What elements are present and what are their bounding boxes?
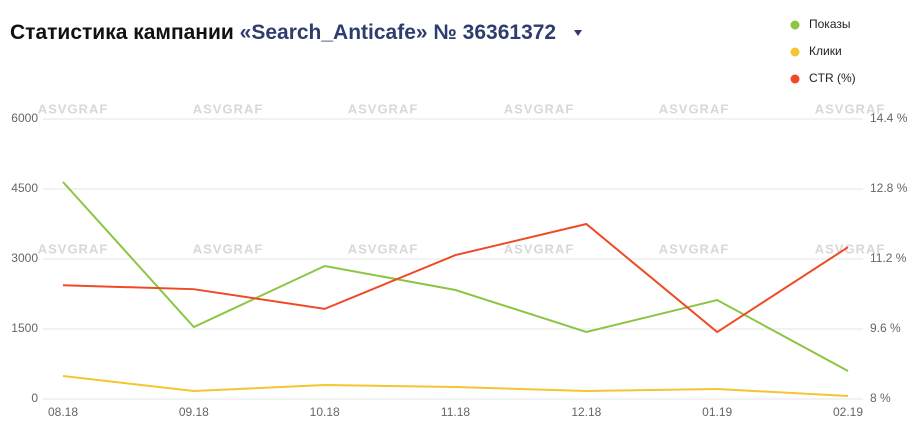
legend-label: CTR (%) bbox=[809, 71, 856, 85]
legend-label: Клики bbox=[809, 44, 842, 58]
dropdown-arrow[interactable] bbox=[574, 30, 582, 36]
chart-title: Статистика кампании «Search_Anticafe» № … bbox=[10, 21, 556, 44]
y2-tick-label: 14.4 % bbox=[870, 111, 908, 125]
chart: Статистика кампании «Search_Anticafe» № … bbox=[0, 0, 920, 440]
series-line bbox=[63, 376, 848, 396]
y-tick-label: 0 bbox=[31, 391, 38, 405]
legend-marker bbox=[791, 48, 800, 57]
watermark: ASVGRAF bbox=[38, 241, 109, 256]
x-tick-label: 11.18 bbox=[441, 405, 470, 419]
legend-label: Показы bbox=[809, 17, 850, 31]
series-line bbox=[63, 224, 848, 332]
legend-marker bbox=[791, 21, 800, 30]
watermark: ASVGRAF bbox=[659, 101, 730, 116]
y2-tick-label: 12.8 % bbox=[870, 181, 908, 195]
x-tick-label: 10.18 bbox=[310, 405, 340, 419]
campaign-name: «Search_Anticafe» № 36361372 bbox=[240, 21, 556, 44]
x-tick-label: 01.19 bbox=[702, 405, 732, 419]
watermark: ASVGRAF bbox=[193, 241, 264, 256]
y2-tick-label: 11.2 % bbox=[870, 251, 907, 265]
watermark: ASVGRAF bbox=[193, 101, 264, 116]
x-tick-label: 08.18 bbox=[48, 405, 78, 419]
y-tick-label: 3000 bbox=[11, 251, 38, 265]
x-tick-label: 02.19 bbox=[833, 405, 863, 419]
x-tick-label: 12.18 bbox=[571, 405, 601, 419]
y-tick-label: 6000 bbox=[11, 111, 38, 125]
series-line bbox=[63, 182, 848, 371]
watermark: ASVGRAF bbox=[38, 101, 109, 116]
y2-tick-label: 8 % bbox=[870, 391, 891, 405]
y2-tick-label: 9.6 % bbox=[870, 321, 901, 335]
watermark: ASVGRAF bbox=[659, 241, 730, 256]
title-text: Статистика кампании bbox=[10, 21, 234, 44]
y-tick-label: 4500 bbox=[11, 181, 38, 195]
watermark: ASVGRAF bbox=[504, 101, 575, 116]
watermark: ASVGRAF bbox=[348, 241, 419, 256]
y-tick-label: 1500 bbox=[11, 321, 38, 335]
watermark: ASVGRAF bbox=[348, 101, 419, 116]
legend-marker bbox=[791, 75, 800, 84]
x-tick-label: 09.18 bbox=[179, 405, 209, 419]
watermark: ASVGRAF bbox=[504, 241, 575, 256]
